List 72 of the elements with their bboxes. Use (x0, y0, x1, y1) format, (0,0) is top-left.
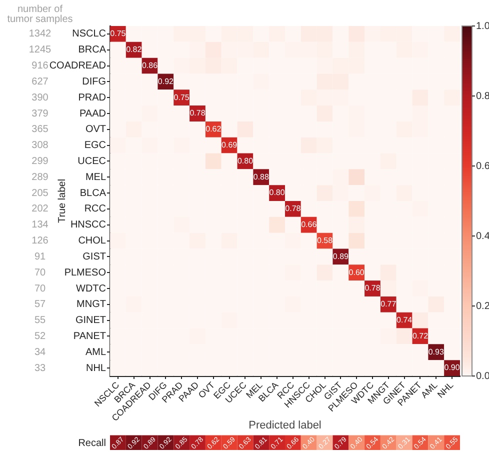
y-tick-label: BLCA (80, 188, 106, 199)
y2-tick-label: 916 (32, 60, 49, 72)
y-tick-label: PLMESO (64, 267, 106, 278)
y2-tick-label: 365 (32, 124, 49, 136)
y2-tick-label: 91 (34, 251, 46, 262)
y-tick-label: EGC (84, 140, 106, 152)
text: number of tumor samples (7, 4, 73, 25)
y2-tick-label: 33 (34, 362, 46, 374)
y-tick-label: OVT (85, 124, 106, 136)
y2-tick-label: 1342 (28, 28, 52, 40)
y2-tick-label: 55 (34, 315, 46, 326)
data-label: 0.88 (253, 172, 270, 182)
data-label: 0.78 (190, 108, 206, 118)
y2-tick-label: 202 (32, 204, 49, 215)
y2-tick-label: 70 (34, 283, 46, 294)
y2-tick-label: 205 (32, 188, 49, 199)
y2-tick-label: 289 (32, 172, 49, 183)
x-axis-title: Predicted label (248, 419, 322, 432)
data-label: 0.69 (222, 140, 238, 150)
data-label: 0.75 (110, 29, 126, 38)
data-label: 0.66 (301, 220, 318, 230)
data-label: 0.89 (332, 252, 350, 261)
y-tick-label: COADREAD (49, 60, 106, 72)
y-tick-label: HNSCC (70, 220, 106, 231)
y-tick-label: PRAD (78, 92, 106, 104)
data-label: 0.72 (412, 331, 429, 340)
y2-tick-label: 34 (34, 346, 46, 358)
data-label: 0.75 (174, 92, 190, 102)
y-tick-label: NSCLC (72, 28, 106, 40)
data-label: 0.78 (364, 284, 381, 293)
y-tick-label: GIST (82, 251, 106, 262)
y2-tick-label: 308 (32, 140, 49, 152)
y2-tick-label: 70 (34, 267, 46, 278)
y-tick-label: WDTC (76, 283, 106, 294)
data-label: 0.78 (285, 204, 302, 214)
y-tick-label: PANET (73, 330, 106, 342)
data-label: 0.60 (348, 268, 365, 277)
y-tick-label: MEL (85, 172, 106, 183)
y2-tick-label: 390 (32, 92, 49, 104)
y-tick-label: UCEC (78, 156, 106, 167)
y-tick-label: CHOL (78, 236, 106, 247)
y-tick-label: DIFG (82, 76, 106, 88)
y-tick-label: MNGT (76, 299, 106, 310)
color-bar-label: 0.2 (476, 300, 489, 312)
y-tick-label: PAAD (80, 108, 106, 120)
y2-tick-label: 126 (32, 236, 49, 247)
data-label: 0.92 (158, 76, 174, 86)
y-axis-title: True label (56, 178, 68, 224)
y2-tick-label: 52 (34, 330, 46, 342)
y-tick-label: GINET (75, 315, 106, 326)
y-tick-label: AML (85, 346, 106, 358)
y2-tick-label: 134 (32, 220, 49, 231)
y2-tick-label: 627 (32, 76, 49, 88)
data-label: 0.82 (126, 45, 142, 54)
data-label: 0.86 (142, 60, 158, 70)
data-label: 0.77 (380, 300, 397, 309)
data-label: 0.93 (428, 347, 444, 356)
data-label: 0.74 (396, 316, 413, 325)
y2-tick-label: 57 (34, 299, 46, 310)
y2-tick-label: 1245 (28, 44, 52, 56)
data-label: 0.90 (444, 363, 460, 372)
y-tick-label: BRCA (78, 44, 106, 56)
data-label: 0.80 (269, 188, 286, 198)
color-bar-label: 0.6 (476, 160, 489, 172)
data-label: 0.58 (316, 236, 334, 245)
y-tick-label: NHL (86, 362, 106, 374)
y2-tick-label: 299 (32, 156, 49, 167)
data-label: 0.80 (237, 156, 254, 166)
y2-tick-label: 379 (32, 108, 49, 120)
data-label: 0.62 (206, 124, 222, 134)
y-tick-label: Recall (78, 438, 106, 449)
y-tick-label: RCC (84, 204, 106, 215)
